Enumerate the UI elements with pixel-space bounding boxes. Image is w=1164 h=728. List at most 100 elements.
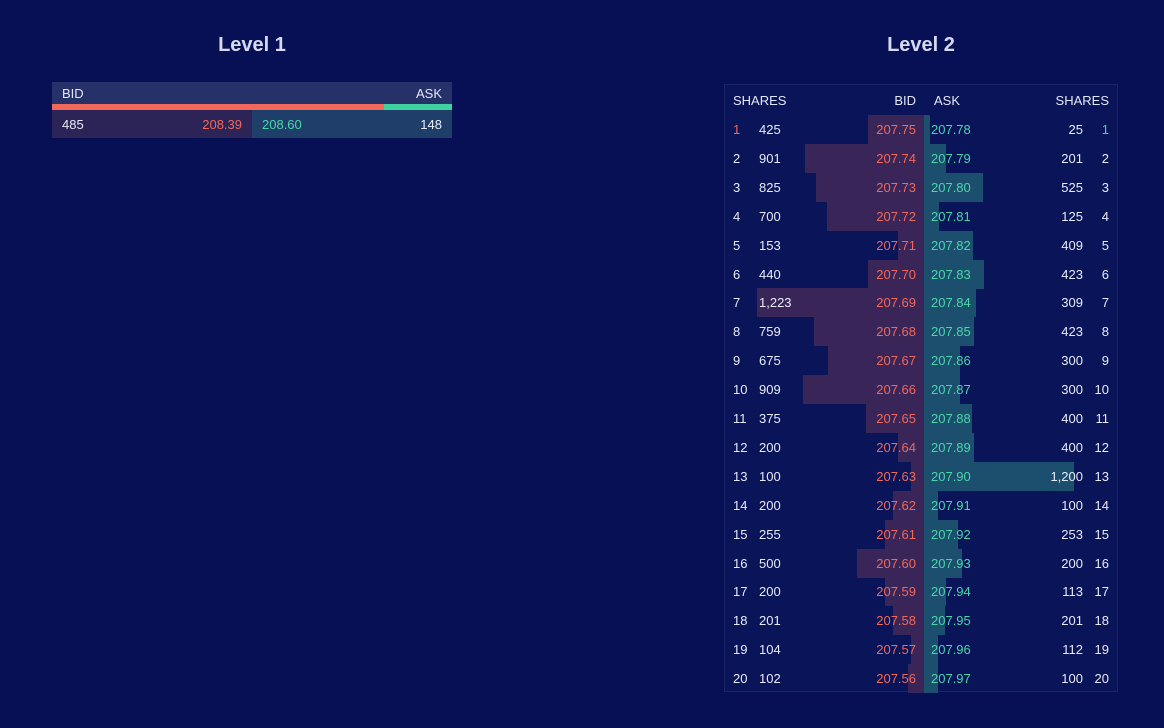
bid-depth-bar	[868, 259, 924, 289]
ask-shares: 300	[1061, 382, 1083, 398]
ask-depth-bar	[924, 577, 946, 607]
ask-price: 207.96	[931, 642, 971, 658]
bid-ratio-fill	[52, 104, 384, 110]
order-book-row[interactable]: 10 909 207.66 207.87 300 10	[725, 375, 1117, 405]
ask-price: 207.78	[931, 122, 971, 137]
bid-shares: 700	[759, 208, 781, 224]
bid-shares: 100	[759, 468, 781, 484]
order-book-row[interactable]: 4 700 207.72 207.81 125 4	[725, 201, 1117, 231]
bid-price: 207.58	[876, 613, 916, 629]
bid-shares: 255	[759, 526, 781, 542]
order-book-row[interactable]: 19 104 207.57 207.96 112 19	[725, 635, 1117, 665]
bid-level-index: 3	[733, 179, 741, 195]
order-book-row[interactable]: 8 759 207.68 207.85 423 8	[725, 317, 1117, 347]
order-book-row[interactable]: 7 1,223 207.69 207.84 309 7	[725, 288, 1117, 318]
level1-quote-row: 485 208.39 208.60 148	[52, 110, 452, 138]
ask-shares: 423	[1061, 266, 1083, 282]
ask-price: 207.86	[931, 353, 971, 369]
order-book-row[interactable]: 2 901 207.74 207.79 201 2	[725, 143, 1117, 173]
ask-level-index: 13	[1094, 468, 1109, 484]
bid-price: 207.60	[876, 555, 916, 571]
bid-price: 207.67	[876, 353, 916, 369]
level1-ask-label: ASK	[415, 85, 442, 101]
bid-level-index: 18	[733, 613, 748, 629]
ask-shares: 25	[1068, 122, 1083, 137]
bid-level-index: 1	[733, 122, 741, 137]
ask-price: 207.87	[931, 382, 971, 398]
ask-price: 207.88	[931, 411, 971, 426]
bid-level-index: 9	[733, 353, 741, 369]
order-book-row[interactable]: 20 102 207.56 207.97 100 20	[725, 664, 1117, 694]
bid-depth-bar	[816, 172, 924, 202]
level2-title: Level 2	[887, 34, 955, 56]
ask-price: 207.90	[931, 468, 971, 484]
ask-shares: 423	[1061, 324, 1083, 340]
order-book-row[interactable]: 9 675 207.67 207.86 300 9	[725, 346, 1117, 376]
bid-level-index: 13	[733, 468, 748, 484]
bid-shares: 102	[759, 671, 781, 687]
order-book-row[interactable]: 5 153 207.71 207.82 409 5	[725, 230, 1117, 260]
bid-shares: 825	[759, 179, 781, 195]
ask-depth-bar	[924, 606, 945, 636]
order-book-row[interactable]: 16 500 207.60 207.93 200 16	[725, 548, 1117, 578]
bid-level-index: 10	[733, 382, 748, 398]
bid-price: 207.63	[876, 468, 916, 484]
order-book-row[interactable]: 14 200 207.62 207.91 100 14	[725, 490, 1117, 520]
bid-depth-bar	[805, 143, 924, 173]
level1-ask-side: 208.60 148	[252, 110, 452, 138]
bid-shares: 425	[759, 122, 781, 137]
ask-depth-bar	[924, 172, 983, 202]
ask-shares: 300	[1061, 353, 1083, 369]
bid-depth-bar	[803, 375, 924, 405]
ask-shares: 100	[1061, 671, 1083, 687]
ask-price: 207.83	[931, 266, 971, 282]
order-book-row[interactable]: 11 375 207.65 207.88 400 11	[725, 404, 1117, 433]
bid-depth-bar	[828, 346, 924, 376]
bid-level-index: 15	[733, 526, 748, 542]
bid-shares: 375	[759, 411, 781, 426]
ask-depth-bar	[924, 490, 938, 520]
bid-level-index: 7	[733, 295, 741, 311]
order-book-row[interactable]: 17 200 207.59 207.94 113 17	[725, 577, 1117, 607]
order-book-row[interactable]: 6 440 207.70 207.83 423 6	[725, 259, 1117, 289]
bid-level-index: 11	[733, 411, 747, 426]
ask-level-index: 4	[1101, 208, 1109, 224]
order-book-row[interactable]: 18 201 207.58 207.95 201 18	[725, 606, 1117, 636]
order-book-row[interactable]: 13 100 207.63 207.90 1,200 13	[725, 461, 1117, 491]
level1-bid-label: BID	[62, 85, 84, 101]
bid-shares: 909	[759, 382, 781, 398]
ask-level-index: 5	[1101, 237, 1109, 253]
bid-price: 207.59	[876, 584, 916, 600]
bid-depth-bar	[814, 317, 924, 347]
bid-shares: 201	[759, 613, 781, 629]
bid-shares: 901	[759, 150, 781, 166]
level1-panel: BID ASK 485 208.39 208.60 148	[52, 82, 452, 138]
order-book-row[interactable]: 1 425 207.75 207.78 25 1	[725, 115, 1117, 144]
bid-price: 207.56	[876, 671, 916, 687]
bid-price: 207.61	[876, 526, 916, 542]
order-book-row[interactable]: 3 825 207.73 207.80 525 3	[725, 172, 1117, 202]
ask-shares: 253	[1061, 526, 1083, 542]
ask-shares: 113	[1062, 584, 1083, 600]
order-book-row[interactable]: 15 255 207.61 207.92 253 15	[725, 519, 1117, 549]
ask-price: 207.93	[931, 555, 971, 571]
ask-depth-bar	[924, 375, 960, 405]
order-book-row[interactable]: 12 200 207.64 207.89 400 12	[725, 432, 1117, 462]
ask-level-index: 7	[1101, 295, 1109, 311]
ask-depth-bar	[924, 115, 930, 144]
ask-depth-bar	[924, 259, 984, 289]
bid-price: 207.70	[876, 266, 916, 282]
bid-shares-header: SHARES	[733, 93, 787, 108]
ask-price: 207.91	[931, 497, 971, 513]
ask-depth-bar	[924, 317, 974, 347]
bid-shares: 104	[759, 642, 781, 658]
bid-ask-ratio-bar	[52, 104, 452, 110]
level1-ask-price: 208.60	[262, 116, 302, 132]
level2-header: SHARES BID ASK SHARES	[725, 93, 1117, 111]
ask-level-index: 15	[1094, 526, 1109, 542]
ask-depth-bar	[924, 461, 1074, 491]
ask-level-index: 18	[1094, 613, 1109, 629]
ask-price: 207.84	[931, 295, 971, 311]
bid-depth-bar	[757, 288, 924, 318]
bid-level-index: 2	[733, 150, 741, 166]
